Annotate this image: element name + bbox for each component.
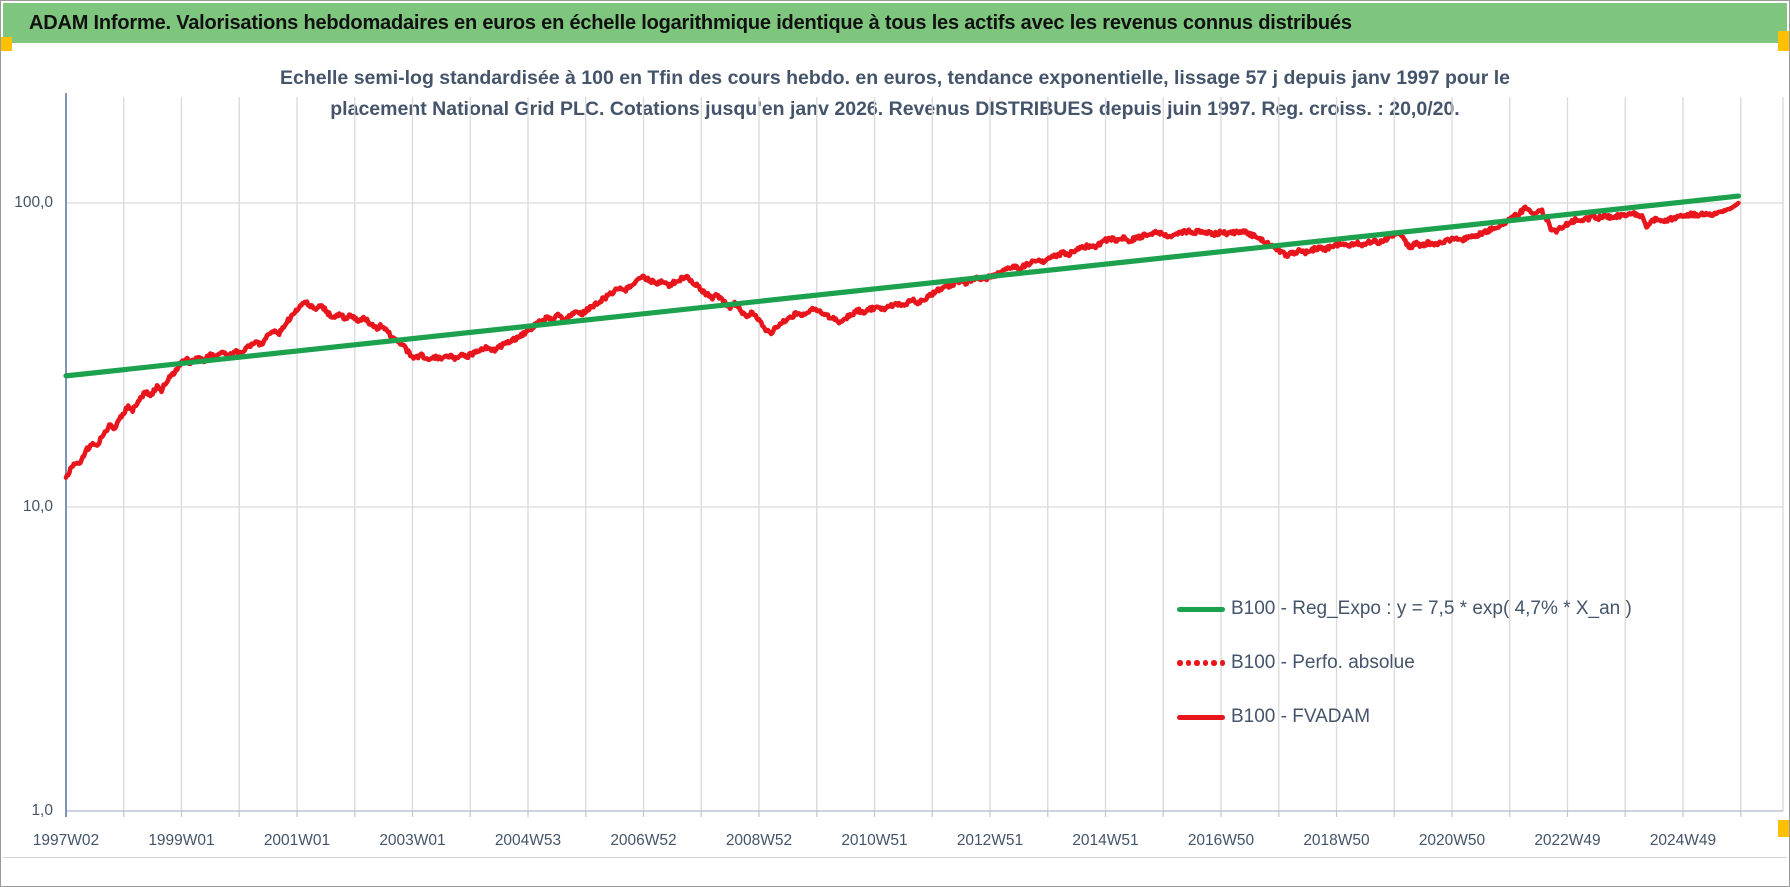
x-axis-label: 1997W02	[32, 832, 100, 849]
reg-expo-trend-line	[63, 193, 1742, 379]
red-solid-line-swatch	[1177, 714, 1225, 720]
x-axis-label: 2012W51	[956, 832, 1024, 849]
right-accent-marker	[1778, 31, 1789, 51]
bottom-right-accent-marker	[1778, 820, 1789, 837]
chart-legend: B100 - Reg_Expo : y = 7,5 * exp( 4,7% * …	[1177, 582, 1632, 744]
x-axis-label: 2008W52	[725, 832, 793, 849]
chart-title-line1: Echelle semi-log standardisée à 100 en T…	[279, 67, 1510, 89]
left-accent-marker	[1, 37, 12, 51]
legend-label: B100 - Reg_Expo : y = 7,5 * exp( 4,7% * …	[1231, 598, 1632, 619]
x-axis-label: 2022W49	[1534, 832, 1601, 849]
legend-item-fvadam: B100 - FVADAM	[1177, 690, 1632, 744]
chart-title-line2: placement National Grid PLC. Cotations j…	[330, 98, 1460, 120]
chart-title: Echelle semi-log standardisée à 100 en T…	[101, 63, 1689, 125]
chart-frame-bottom-edge	[3, 857, 1787, 858]
x-axis-label: 2016W50	[1187, 832, 1255, 849]
fvadam-series-line	[63, 200, 1741, 480]
x-axis-label: 2006W52	[610, 832, 677, 849]
green-solid-line-swatch	[1177, 606, 1225, 612]
red-dotted-line-swatch	[1177, 660, 1225, 666]
x-axis-label: 2001W01	[263, 832, 331, 849]
x-axis-label: 2010W51	[841, 832, 908, 849]
x-axis-label: 1999W01	[148, 832, 215, 849]
y-axis-label: 10,0	[22, 498, 53, 515]
legend-label: B100 - FVADAM	[1231, 706, 1371, 727]
x-axis-label: 2024W49	[1649, 832, 1717, 849]
legend-item-perfo-absolue: B100 - Perfo. absolue	[1177, 636, 1632, 690]
x-axis-label: 2018W50	[1303, 832, 1370, 849]
legend-item-reg-expo: B100 - Reg_Expo : y = 7,5 * exp( 4,7% * …	[1177, 582, 1632, 636]
x-axis-label: 2014W51	[1072, 832, 1139, 849]
legend-label: B100 - Perfo. absolue	[1231, 652, 1415, 673]
y-axis-label: 100,0	[14, 194, 53, 211]
x-axis-label: 2003W01	[379, 832, 446, 849]
x-axis-label: 2020W50	[1418, 832, 1486, 849]
y-axis-label: 1,0	[31, 802, 53, 819]
header-bar: ADAM Informe. Valorisations hebdomadaire…	[3, 3, 1787, 43]
x-axis-label: 2004W53	[494, 832, 562, 849]
header-title: ADAM Informe. Valorisations hebdomadaire…	[29, 11, 1352, 34]
